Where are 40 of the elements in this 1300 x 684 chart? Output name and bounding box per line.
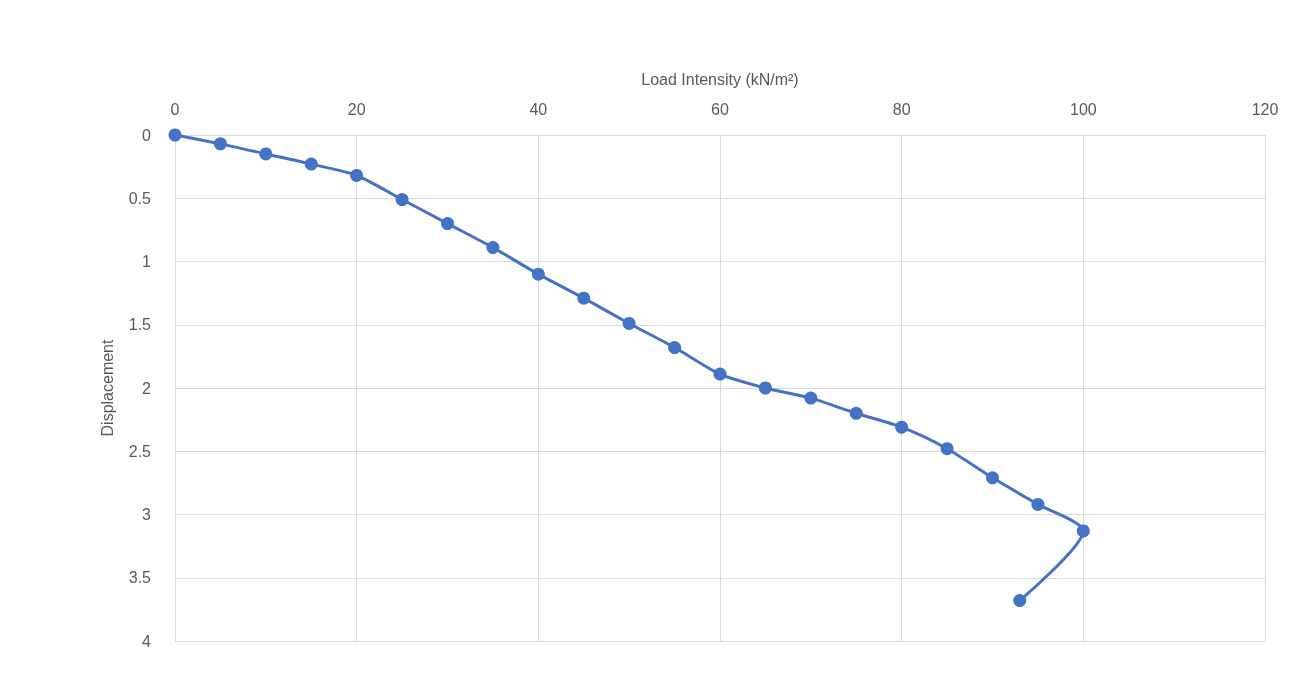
point [168,128,182,142]
point [1031,497,1045,511]
point [713,367,727,381]
y-tick-label: 2 [142,379,152,397]
point [758,381,772,395]
y-tick-label: 3.5 [128,569,152,587]
point [1013,594,1027,608]
y-tick-label: 0 [142,126,152,144]
point [486,241,500,255]
y-tick-label: 4 [142,632,152,650]
point [986,471,999,485]
point [940,442,954,456]
y-tick-label: 1.5 [128,316,152,334]
point [895,420,909,434]
x-axis-title: Load Intensity (kN/m²) [641,70,799,88]
x-tick-label: 40 [529,100,548,118]
point [804,391,818,405]
point [577,291,591,305]
point [668,341,682,355]
point [350,168,364,182]
point [259,147,273,161]
y-tick-label: 1 [142,253,152,270]
point [531,267,545,281]
x-tick-label: 80 [892,100,911,118]
x-tick-label: 100 [1069,100,1097,118]
point [441,217,454,231]
x-tick-label: 120 [1251,100,1279,118]
point [213,137,227,151]
y-tick-label: 0.5 [128,189,152,207]
x-tick-label: 0 [170,100,180,118]
x-tick-label: 60 [711,100,729,118]
point [1076,524,1090,538]
point [849,406,863,420]
x-tick-label: 20 [347,100,366,118]
point [304,157,318,171]
point [395,193,409,207]
point [622,316,636,330]
y-tick-label: 3 [142,506,152,523]
y-axis-title: Displacement [98,338,116,437]
y-tick-label: 2.5 [128,442,152,460]
